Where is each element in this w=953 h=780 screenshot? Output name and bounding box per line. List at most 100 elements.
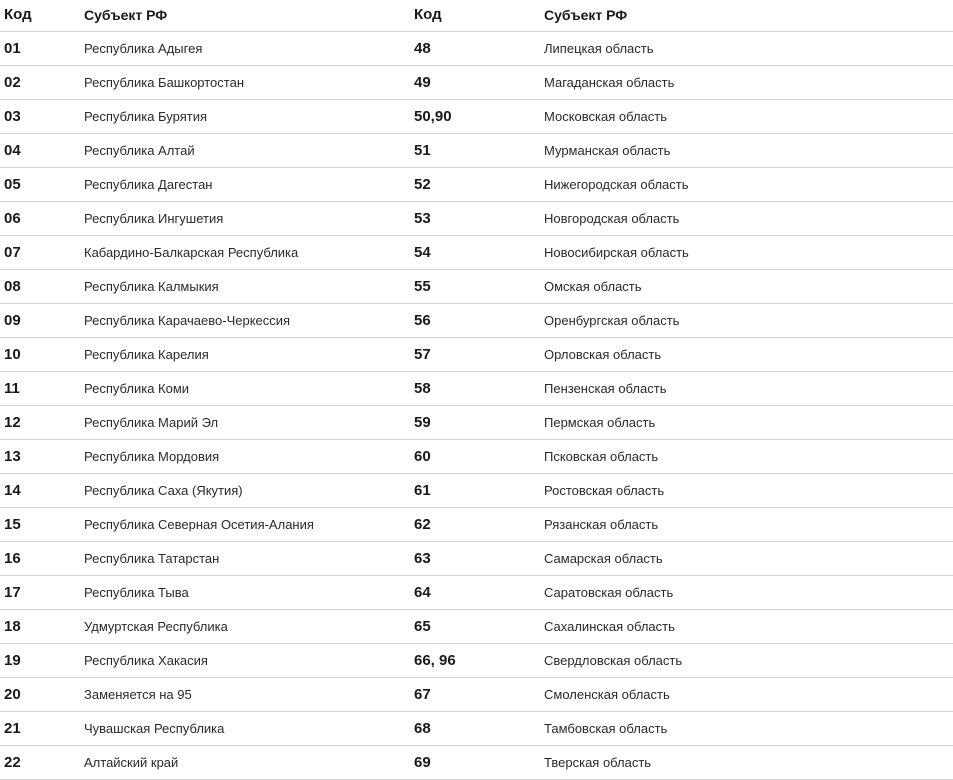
cell-code-right: 56 bbox=[410, 304, 540, 338]
cell-code-right: 54 bbox=[410, 236, 540, 270]
cell-name-right: Нижегородская область bbox=[540, 168, 953, 202]
cell-name-right: Пермская область bbox=[540, 406, 953, 440]
cell-name-left: Республика Башкортостан bbox=[80, 66, 410, 100]
cell-name-left: Республика Карелия bbox=[80, 338, 410, 372]
region-codes-table: Код Субъект РФ Код Субъект РФ 01Республи… bbox=[0, 0, 953, 780]
cell-name-right: Магаданская область bbox=[540, 66, 953, 100]
cell-name-left: Республика Северная Осетия-Алания bbox=[80, 508, 410, 542]
cell-name-left: Республика Коми bbox=[80, 372, 410, 406]
cell-code-right: 67 bbox=[410, 678, 540, 712]
cell-code-right: 60 bbox=[410, 440, 540, 474]
cell-code-left: 16 bbox=[0, 542, 80, 576]
cell-name-left: Республика Хакасия bbox=[80, 644, 410, 678]
cell-code-left: 13 bbox=[0, 440, 80, 474]
cell-code-left: 15 bbox=[0, 508, 80, 542]
table-header-row: Код Субъект РФ Код Субъект РФ bbox=[0, 0, 953, 32]
cell-code-right: 48 bbox=[410, 32, 540, 66]
cell-code-right: 51 bbox=[410, 134, 540, 168]
cell-name-right: Новосибирская область bbox=[540, 236, 953, 270]
cell-name-right: Самарская область bbox=[540, 542, 953, 576]
table-row: 19Республика Хакасия66, 96Свердловская о… bbox=[0, 644, 953, 678]
table-row: 10Республика Карелия57Орловская область bbox=[0, 338, 953, 372]
cell-name-left: Республика Адыгея bbox=[80, 32, 410, 66]
cell-code-left: 04 bbox=[0, 134, 80, 168]
cell-code-right: 66, 96 bbox=[410, 644, 540, 678]
cell-name-left: Заменяется на 95 bbox=[80, 678, 410, 712]
col-header-code-left: Код bbox=[0, 0, 80, 32]
cell-code-left: 17 bbox=[0, 576, 80, 610]
table-row: 21Чувашская Республика68Тамбовская облас… bbox=[0, 712, 953, 746]
cell-code-left: 01 bbox=[0, 32, 80, 66]
cell-name-right: Московская область bbox=[540, 100, 953, 134]
cell-name-right: Пензенская область bbox=[540, 372, 953, 406]
cell-name-right: Свердловская область bbox=[540, 644, 953, 678]
cell-name-left: Республика Калмыкия bbox=[80, 270, 410, 304]
cell-name-left: Республика Бурятия bbox=[80, 100, 410, 134]
cell-code-left: 18 bbox=[0, 610, 80, 644]
cell-name-left: Республика Марий Эл bbox=[80, 406, 410, 440]
cell-name-right: Псковская область bbox=[540, 440, 953, 474]
table-row: 18Удмуртская Республика65Сахалинская обл… bbox=[0, 610, 953, 644]
cell-name-left: Республика Алтай bbox=[80, 134, 410, 168]
cell-name-left: Удмуртская Республика bbox=[80, 610, 410, 644]
cell-name-right: Тверская область bbox=[540, 746, 953, 780]
cell-code-right: 55 bbox=[410, 270, 540, 304]
cell-code-right: 61 bbox=[410, 474, 540, 508]
cell-name-left: Республика Карачаево-Черкессия bbox=[80, 304, 410, 338]
cell-name-left: Республика Мордовия bbox=[80, 440, 410, 474]
table-row: 03Республика Бурятия50,90Московская обла… bbox=[0, 100, 953, 134]
table-row: 13Республика Мордовия60Псковская область bbox=[0, 440, 953, 474]
cell-code-right: 69 bbox=[410, 746, 540, 780]
cell-name-left: Кабардино-Балкарская Республика bbox=[80, 236, 410, 270]
cell-code-left: 22 bbox=[0, 746, 80, 780]
cell-code-right: 59 bbox=[410, 406, 540, 440]
col-header-name-left: Субъект РФ bbox=[80, 0, 410, 32]
cell-code-left: 06 bbox=[0, 202, 80, 236]
cell-code-right: 53 bbox=[410, 202, 540, 236]
col-header-code-right: Код bbox=[410, 0, 540, 32]
cell-name-right: Ростовская область bbox=[540, 474, 953, 508]
cell-name-right: Смоленская область bbox=[540, 678, 953, 712]
table-row: 07Кабардино-Балкарская Республика54Новос… bbox=[0, 236, 953, 270]
cell-code-left: 07 bbox=[0, 236, 80, 270]
cell-code-right: 63 bbox=[410, 542, 540, 576]
cell-code-right: 64 bbox=[410, 576, 540, 610]
cell-name-left: Чувашская Республика bbox=[80, 712, 410, 746]
col-header-name-right: Субъект РФ bbox=[540, 0, 953, 32]
cell-code-right: 52 bbox=[410, 168, 540, 202]
cell-code-left: 10 bbox=[0, 338, 80, 372]
cell-code-left: 12 bbox=[0, 406, 80, 440]
table-row: 22Алтайский край69Тверская область bbox=[0, 746, 953, 780]
cell-code-left: 21 bbox=[0, 712, 80, 746]
table-row: 04Республика Алтай51Мурманская область bbox=[0, 134, 953, 168]
table-row: 08Республика Калмыкия55Омская область bbox=[0, 270, 953, 304]
cell-name-right: Саратовская область bbox=[540, 576, 953, 610]
cell-code-left: 05 bbox=[0, 168, 80, 202]
cell-name-right: Рязанская область bbox=[540, 508, 953, 542]
cell-name-right: Оренбургская область bbox=[540, 304, 953, 338]
table-row: 14Республика Саха (Якутия)61Ростовская о… bbox=[0, 474, 953, 508]
cell-name-left: Республика Дагестан bbox=[80, 168, 410, 202]
cell-code-right: 62 bbox=[410, 508, 540, 542]
table-row: 09Республика Карачаево-Черкессия56Оренбу… bbox=[0, 304, 953, 338]
cell-code-left: 09 bbox=[0, 304, 80, 338]
cell-code-right: 65 bbox=[410, 610, 540, 644]
table-row: 11Республика Коми58Пензенская область bbox=[0, 372, 953, 406]
cell-name-left: Алтайский край bbox=[80, 746, 410, 780]
cell-name-right: Орловская область bbox=[540, 338, 953, 372]
table-row: 06Республика Ингушетия53Новгородская обл… bbox=[0, 202, 953, 236]
cell-name-right: Новгородская область bbox=[540, 202, 953, 236]
cell-name-right: Сахалинская область bbox=[540, 610, 953, 644]
cell-name-right: Тамбовская область bbox=[540, 712, 953, 746]
cell-code-left: 11 bbox=[0, 372, 80, 406]
table-row: 15Республика Северная Осетия-Алания62Ряз… bbox=[0, 508, 953, 542]
table-row: 05Республика Дагестан52Нижегородская обл… bbox=[0, 168, 953, 202]
cell-code-right: 58 bbox=[410, 372, 540, 406]
cell-code-left: 08 bbox=[0, 270, 80, 304]
table-row: 16Республика Татарстан63Самарская област… bbox=[0, 542, 953, 576]
cell-name-left: Республика Татарстан bbox=[80, 542, 410, 576]
cell-name-left: Республика Ингушетия bbox=[80, 202, 410, 236]
cell-code-left: 03 bbox=[0, 100, 80, 134]
cell-code-right: 57 bbox=[410, 338, 540, 372]
cell-name-right: Мурманская область bbox=[540, 134, 953, 168]
